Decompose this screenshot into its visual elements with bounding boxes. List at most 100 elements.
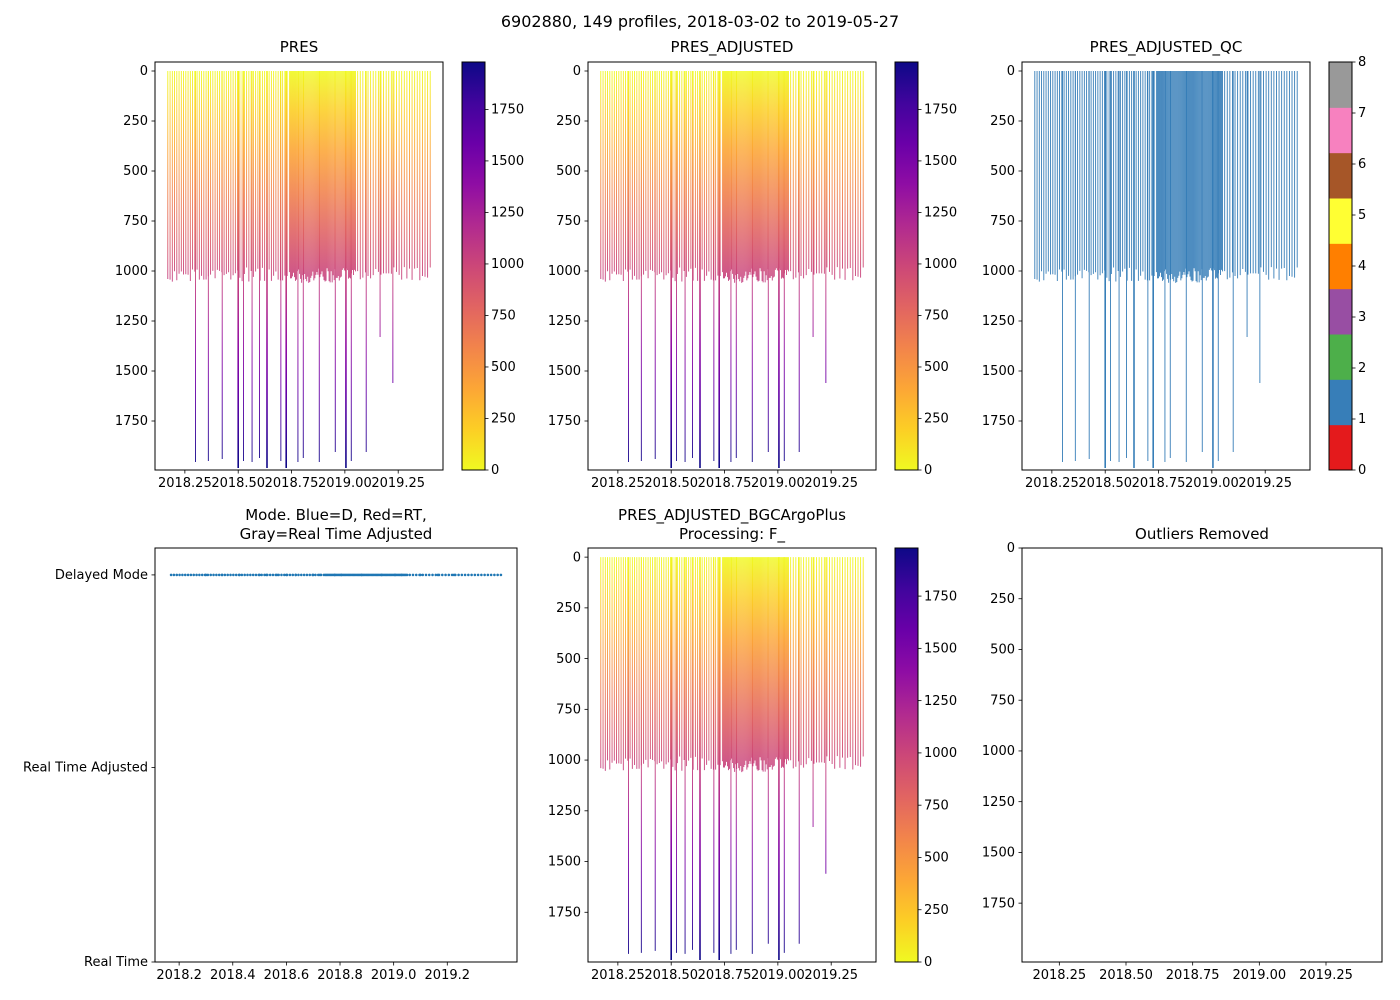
panel-pres-adjusted-plot: 2018.25 2018.50 2018.75 2019.00 2019.25 0 250 5… xyxy=(548,61,877,491)
svg-text:2019.00: 2019.00 xyxy=(1232,968,1286,983)
svg-text:3: 3 xyxy=(1358,310,1366,325)
svg-text:2018.75: 2018.75 xyxy=(265,476,319,491)
svg-text:2018.50: 2018.50 xyxy=(211,476,265,491)
colorbar-bgc: 0 250 500 750 1000 1250 1500 1750 xyxy=(894,547,957,970)
colorbar-qc: 0 1 2 3 4 5 6 7 8 xyxy=(1328,55,1366,478)
svg-text:1250: 1250 xyxy=(982,314,1015,329)
svg-text:1000: 1000 xyxy=(115,264,148,279)
svg-text:2018.8: 2018.8 xyxy=(317,968,363,983)
panel-outliers-plot: 2018.25 2018.50 2018.75 2019.00 2019.25 0 250 5… xyxy=(982,541,1383,983)
svg-text:2018.25: 2018.25 xyxy=(591,476,645,491)
svg-text:Real Time Adjusted: Real Time Adjusted xyxy=(23,761,148,776)
svg-text:250: 250 xyxy=(990,592,1015,607)
svg-text:2018.25: 2018.25 xyxy=(158,476,212,491)
svg-text:750: 750 xyxy=(990,693,1015,708)
svg-text:0: 0 xyxy=(140,64,148,79)
svg-text:2019.00: 2019.00 xyxy=(751,968,805,983)
svg-text:2018.4: 2018.4 xyxy=(210,968,256,983)
svg-text:1750: 1750 xyxy=(982,414,1015,429)
svg-text:250: 250 xyxy=(924,412,949,427)
svg-text:750: 750 xyxy=(556,702,581,717)
svg-text:2019.00: 2019.00 xyxy=(318,476,372,491)
svg-text:0: 0 xyxy=(573,550,581,565)
svg-text:500: 500 xyxy=(491,360,516,375)
svg-text:0: 0 xyxy=(573,64,581,79)
panel-pres-adjusted-title: PRES_ADJUSTED xyxy=(670,38,794,56)
svg-text:1250: 1250 xyxy=(924,206,957,221)
panel-mode-title-line2: Gray=Real Time Adjusted xyxy=(239,525,433,543)
svg-text:2018.25: 2018.25 xyxy=(1025,476,1079,491)
svg-text:1750: 1750 xyxy=(924,589,957,604)
svg-text:250: 250 xyxy=(556,114,581,129)
svg-text:250: 250 xyxy=(924,903,949,918)
svg-text:0: 0 xyxy=(1358,463,1366,478)
svg-text:1000: 1000 xyxy=(491,257,524,272)
svg-text:2018.2: 2018.2 xyxy=(156,968,202,983)
svg-text:500: 500 xyxy=(924,360,949,375)
colorbar-pres: 0 250 500 750 1000 1250 1500 1750 xyxy=(461,61,524,478)
svg-text:2018.50: 2018.50 xyxy=(644,476,698,491)
panel-bgc-plot: 2018.25 2018.50 2018.75 2019.00 2019.25 0 250 5… xyxy=(548,547,877,983)
svg-text:2019.2: 2019.2 xyxy=(425,968,471,983)
figure-title: 6902880, 149 profiles, 2018-03-02 to 201… xyxy=(500,12,900,31)
svg-text:2018.25: 2018.25 xyxy=(1032,968,1086,983)
svg-text:500: 500 xyxy=(556,652,581,667)
panel-mode-title-line1: Mode. Blue=D, Red=RT, xyxy=(245,506,427,524)
svg-text:1750: 1750 xyxy=(548,905,581,920)
panel-outliers-title: Outliers Removed xyxy=(1135,525,1269,543)
svg-text:2018.75: 2018.75 xyxy=(698,476,752,491)
svg-text:0: 0 xyxy=(491,463,499,478)
svg-text:500: 500 xyxy=(556,164,581,179)
svg-text:2019.25: 2019.25 xyxy=(804,968,858,983)
svg-text:2018.25: 2018.25 xyxy=(591,968,645,983)
svg-text:500: 500 xyxy=(990,164,1015,179)
panel-bgc-title-line1: PRES_ADJUSTED_BGCArgoPlus xyxy=(618,506,846,524)
panel-pres-adjusted-qc-title: PRES_ADJUSTED_QC xyxy=(1089,38,1243,56)
svg-text:1500: 1500 xyxy=(982,846,1015,861)
svg-text:1000: 1000 xyxy=(548,753,581,768)
svg-text:8: 8 xyxy=(1358,55,1366,70)
svg-text:2019.25: 2019.25 xyxy=(371,476,425,491)
panel-mode-plot: Delayed Mode Real Time Adjusted Real Time 2… xyxy=(23,547,518,983)
svg-text:1250: 1250 xyxy=(548,804,581,819)
svg-text:500: 500 xyxy=(924,851,949,866)
svg-text:750: 750 xyxy=(123,214,148,229)
svg-text:1500: 1500 xyxy=(924,642,957,657)
svg-text:1250: 1250 xyxy=(548,314,581,329)
svg-text:2018.6: 2018.6 xyxy=(264,968,310,983)
svg-text:2018.75: 2018.75 xyxy=(698,968,752,983)
svg-text:2019.25: 2019.25 xyxy=(1299,968,1353,983)
panel-bgc-title: PRES_ADJUSTED_BGCArgoPlus Processing: F_ xyxy=(588,506,876,544)
svg-text:1500: 1500 xyxy=(115,364,148,379)
svg-text:2018.75: 2018.75 xyxy=(1132,476,1186,491)
svg-text:250: 250 xyxy=(491,412,516,427)
svg-text:2019.25: 2019.25 xyxy=(804,476,858,491)
svg-text:6: 6 xyxy=(1358,157,1366,172)
svg-text:1500: 1500 xyxy=(924,154,957,169)
svg-text:1250: 1250 xyxy=(115,314,148,329)
svg-text:Real Time: Real Time xyxy=(84,955,148,970)
svg-text:500: 500 xyxy=(123,164,148,179)
panel-pres-title: PRES xyxy=(279,38,319,56)
svg-text:Delayed Mode: Delayed Mode xyxy=(55,568,148,583)
svg-text:2018.50: 2018.50 xyxy=(644,968,698,983)
svg-text:1750: 1750 xyxy=(115,414,148,429)
svg-text:250: 250 xyxy=(556,601,581,616)
svg-text:2: 2 xyxy=(1358,361,1366,376)
svg-text:1000: 1000 xyxy=(924,257,957,272)
svg-text:250: 250 xyxy=(123,114,148,129)
svg-text:1500: 1500 xyxy=(548,364,581,379)
svg-text:1250: 1250 xyxy=(982,795,1015,810)
panel-bgc-title-line2: Processing: F_ xyxy=(678,525,786,543)
svg-text:4: 4 xyxy=(1358,259,1366,274)
svg-text:0: 0 xyxy=(924,463,932,478)
svg-text:1500: 1500 xyxy=(548,855,581,870)
svg-text:500: 500 xyxy=(990,643,1015,658)
svg-text:250: 250 xyxy=(990,114,1015,129)
svg-text:1750: 1750 xyxy=(982,896,1015,911)
svg-text:750: 750 xyxy=(924,309,949,324)
panel-pres-adjusted-qc-plot: 2018.25 2018.50 2018.75 2019.00 2019.25 0 250 5… xyxy=(982,61,1311,491)
svg-text:1250: 1250 xyxy=(924,694,957,709)
svg-text:1000: 1000 xyxy=(924,746,957,761)
